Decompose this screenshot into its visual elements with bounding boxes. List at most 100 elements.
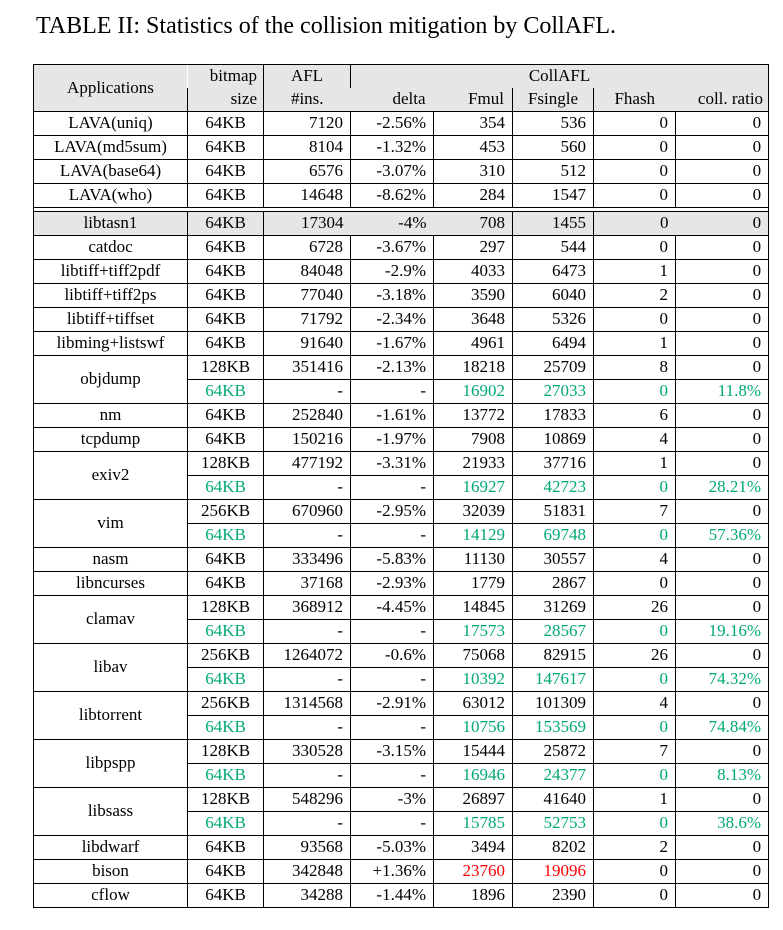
delta-cell: -1.44% <box>350 883 434 908</box>
collafl-stats-table: Applications bitmap AFL CollAFL size #in… <box>33 64 770 908</box>
ratio-cell: 57.36% <box>674 523 769 548</box>
delta-cell: - <box>350 811 434 836</box>
table-row: 64KB - -16927 42723 0 28.21% <box>34 475 769 500</box>
fmul-cell: 354 <box>433 111 513 136</box>
delta-cell: -3.15% <box>350 739 434 764</box>
column-header-applications: Applications <box>33 64 188 112</box>
ins-cell: - <box>263 715 351 740</box>
bitmap-cell: 256KB <box>187 691 264 716</box>
fmul-cell: 453 <box>433 135 513 160</box>
fsingle-cell: 560 <box>512 135 594 160</box>
delta-cell: -2.93% <box>350 571 434 596</box>
column-header-fhash: Fhash <box>593 88 676 112</box>
delta-cell: -3.67% <box>350 235 434 260</box>
fhash-cell: 0 <box>593 379 676 404</box>
delta-cell: +1.36% <box>350 859 434 884</box>
fhash-cell: 7 <box>593 739 676 764</box>
bitmap-cell: 64KB <box>187 667 264 692</box>
table-row: nm 64KB 252840 -1.61% 13772 17833 6 0 <box>33 403 769 428</box>
ratio-cell: 0 <box>674 235 769 260</box>
delta-cell: -1.61% <box>350 403 434 428</box>
fmul-cell: 3590 <box>433 283 513 308</box>
ratio-cell: 19.16% <box>674 619 769 644</box>
ratio-cell: 0 <box>674 135 769 160</box>
fhash-cell: 0 <box>593 667 676 692</box>
bitmap-cell: 64KB <box>187 135 264 160</box>
ratio-cell: 74.84% <box>674 715 769 740</box>
ins-cell: 14648 <box>263 183 351 208</box>
fhash-cell: 0 <box>593 183 676 208</box>
fhash-cell: 0 <box>593 307 676 332</box>
ins-cell: 368912 <box>263 595 351 620</box>
ins-cell: 670960 <box>263 499 351 524</box>
table-row: libtorrent 256KB 1314568 -2.91% 63012 101309 4… <box>33 691 769 740</box>
ratio-cell: 38.6% <box>674 811 769 836</box>
fsingle-cell: 51831 <box>512 499 594 524</box>
application-cell: libtiff+tiff2pdf <box>33 259 188 284</box>
bitmap-cell: 64KB <box>187 403 264 428</box>
fmul-cell: 14845 <box>433 595 513 620</box>
bitmap-cell: 64KB <box>187 111 264 136</box>
ins-cell: - <box>263 523 351 548</box>
fhash-cell: 1 <box>593 451 676 476</box>
application-cell: tcpdump <box>33 427 188 452</box>
ins-cell: 37168 <box>263 571 351 596</box>
application-cell: LAVA(who) <box>33 183 188 208</box>
table-row: cflow 64KB 34288 -1.44% 1896 2390 0 0 <box>33 883 769 908</box>
table-row: libtiff+tiff2ps 64KB 77040 -3.18% 3590 6040 2 0 <box>33 283 769 308</box>
ratio-cell: 0 <box>674 283 769 308</box>
application-cell: libtasn1 <box>33 211 188 236</box>
table-row: objdump 128KB 351416 -2.13% 18218 25709 8 0 <box>33 355 769 404</box>
ins-cell: - <box>263 619 351 644</box>
fmul-cell: 14129 <box>433 523 513 548</box>
bitmap-cell: 64KB <box>187 547 264 572</box>
bitmap-cell: 128KB <box>187 595 264 620</box>
bitmap-cell: 64KB <box>187 883 264 908</box>
application-cell: libtiff+tiff2ps <box>33 283 188 308</box>
delta-cell: -1.32% <box>350 135 434 160</box>
delta-cell: -3.18% <box>350 283 434 308</box>
ins-cell: 351416 <box>263 355 351 380</box>
application-cell: exiv2 <box>33 451 188 500</box>
delta-cell: -1.97% <box>350 427 434 452</box>
ins-cell: 17304 <box>263 211 351 236</box>
ratio-cell: 0 <box>674 739 769 764</box>
ins-cell: - <box>263 379 351 404</box>
delta-cell: -2.34% <box>350 307 434 332</box>
fmul-cell: 23760 <box>433 859 513 884</box>
fmul-cell: 11130 <box>433 547 513 572</box>
fhash-cell: 0 <box>593 523 676 548</box>
ratio-cell: 0 <box>674 451 769 476</box>
fsingle-cell: 512 <box>512 159 594 184</box>
fsingle-cell: 6040 <box>512 283 594 308</box>
fsingle-cell: 1455 <box>512 211 594 236</box>
ins-cell: 6576 <box>263 159 351 184</box>
table-row: 64KB - -16946 24377 0 8.13% <box>34 763 769 788</box>
fsingle-cell: 8202 <box>512 835 594 860</box>
ins-cell: 91640 <box>263 331 351 356</box>
table-row: vim 256KB 670960 -2.95% 32039 51831 7 0 <box>33 499 769 548</box>
bitmap-cell: 64KB <box>187 183 264 208</box>
bitmap-cell: 64KB <box>187 159 264 184</box>
fmul-cell: 16927 <box>433 475 513 500</box>
ins-cell: 7120 <box>263 111 351 136</box>
ins-cell: 1314568 <box>263 691 351 716</box>
fmul-cell: 1779 <box>433 571 513 596</box>
fsingle-cell: 5326 <box>512 307 594 332</box>
ratio-cell: 0 <box>674 787 769 812</box>
table-row: 64KB - -15785 52753 0 38.6% <box>34 811 769 836</box>
delta-cell: -5.03% <box>350 835 434 860</box>
fsingle-cell: 17833 <box>512 403 594 428</box>
fmul-cell: 13772 <box>433 403 513 428</box>
ins-cell: - <box>263 667 351 692</box>
ratio-cell: 0 <box>674 595 769 620</box>
fmul-cell: 3494 <box>433 835 513 860</box>
table-row: libsass 128KB 548296 -3% 26897 41640 1 0 <box>33 787 769 836</box>
ratio-cell: 0 <box>674 859 769 884</box>
delta-cell: -5.83% <box>350 547 434 572</box>
page-title: TABLE II: Statistics of the collision mi… <box>36 13 617 39</box>
fsingle-cell: 28567 <box>512 619 594 644</box>
fsingle-cell: 24377 <box>512 763 594 788</box>
table-row: 64KB - -16902 27033 0 11.8% <box>34 379 769 404</box>
ratio-cell: 8.13% <box>674 763 769 788</box>
